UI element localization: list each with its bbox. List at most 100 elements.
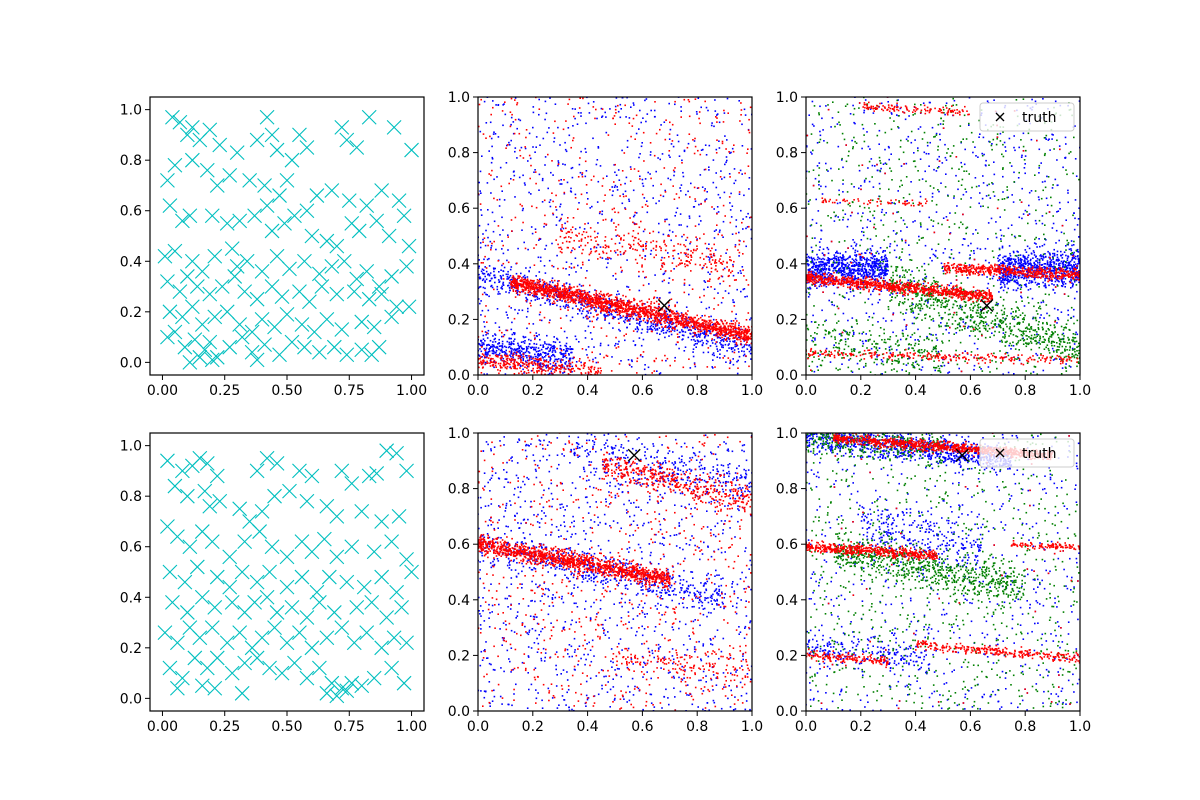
data-point	[503, 360, 505, 362]
data-point	[718, 121, 721, 124]
data-point	[590, 308, 592, 310]
data-point	[555, 216, 558, 218]
data-point	[527, 287, 529, 289]
data-point	[744, 327, 747, 330]
data-point	[524, 340, 526, 342]
data-point	[724, 290, 727, 292]
data-point	[678, 315, 680, 317]
data-point	[544, 356, 546, 358]
data-point	[522, 348, 524, 350]
data-point	[604, 301, 607, 304]
data-point	[505, 346, 507, 349]
data-point	[652, 247, 655, 250]
data-point	[491, 145, 493, 148]
data-point	[511, 276, 514, 279]
data-point	[528, 289, 530, 291]
data-point	[651, 372, 653, 374]
data-point	[537, 284, 540, 286]
data-point	[478, 277, 481, 280]
data-point	[561, 242, 564, 244]
data-point	[664, 317, 666, 320]
data-point	[552, 213, 555, 216]
data-point	[479, 203, 482, 205]
data-point	[536, 290, 539, 293]
data-point	[712, 181, 715, 184]
data-point	[692, 332, 694, 334]
data-point	[565, 120, 567, 122]
data-point	[701, 186, 704, 188]
data-point	[535, 332, 538, 334]
data-point	[565, 261, 568, 263]
data-point	[701, 322, 703, 325]
data-point	[649, 151, 652, 153]
data-point	[682, 334, 685, 337]
data-point	[670, 321, 673, 323]
data-point	[657, 315, 659, 318]
data-point	[542, 346, 545, 348]
data-point	[709, 323, 711, 325]
data-point	[719, 330, 721, 332]
data-point	[525, 129, 528, 131]
data-point	[597, 305, 600, 307]
data-point	[670, 330, 672, 333]
data-point	[703, 280, 706, 282]
data-point	[565, 268, 567, 270]
data-point	[500, 366, 502, 368]
data-point	[692, 351, 694, 353]
data-point	[533, 346, 535, 349]
data-point	[719, 353, 721, 355]
data-point	[519, 367, 521, 369]
data-point	[643, 317, 645, 320]
data-point	[644, 321, 647, 324]
data-point	[623, 334, 625, 337]
data-point	[480, 270, 483, 273]
data-point	[546, 297, 549, 300]
data-point	[583, 228, 586, 230]
data-point	[614, 105, 617, 108]
data-point	[535, 285, 537, 288]
data-point	[491, 156, 494, 159]
data-point	[672, 310, 674, 313]
data-point	[576, 285, 579, 288]
data-point	[569, 285, 571, 288]
data-point	[571, 226, 574, 228]
data-point	[486, 321, 488, 323]
data-point	[489, 339, 492, 342]
data-point	[487, 329, 490, 332]
data-point	[713, 323, 715, 325]
x-marker	[172, 114, 188, 130]
data-point	[669, 121, 671, 124]
data-point	[660, 247, 662, 249]
data-point	[746, 152, 748, 154]
data-point	[586, 318, 588, 320]
data-point	[664, 249, 667, 252]
data-point	[639, 300, 641, 303]
data-point	[564, 236, 567, 239]
data-point	[542, 281, 545, 284]
data-point	[616, 189, 619, 191]
data-point	[502, 124, 504, 127]
data-point	[480, 98, 482, 101]
data-point	[655, 244, 658, 247]
data-point	[494, 341, 497, 343]
data-point	[487, 353, 489, 356]
data-point	[486, 373, 488, 375]
data-point	[609, 304, 612, 307]
data-point	[577, 112, 580, 114]
data-point	[680, 251, 682, 254]
data-point	[731, 334, 734, 336]
data-point	[687, 99, 690, 101]
x-marker	[172, 284, 188, 299]
data-point	[700, 106, 702, 109]
data-point	[742, 336, 744, 339]
data-point	[565, 301, 567, 303]
data-point	[483, 100, 486, 103]
data-point	[728, 151, 730, 153]
data-point	[627, 304, 630, 307]
data-point	[846, 262, 849, 264]
data-point	[535, 346, 537, 349]
data-point	[580, 112, 582, 114]
data-point	[743, 331, 746, 333]
data-point	[665, 245, 668, 247]
data-point	[707, 248, 710, 250]
